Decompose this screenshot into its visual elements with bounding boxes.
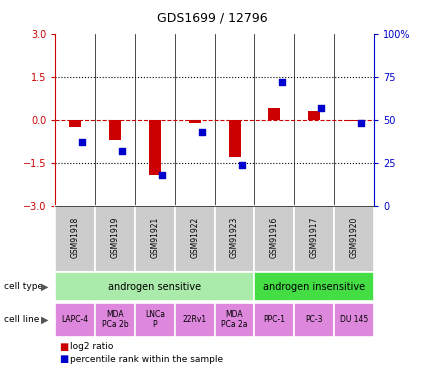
Bar [294, 303, 334, 337]
Text: PPC-1: PPC-1 [264, 315, 286, 324]
Bar [135, 303, 175, 337]
Point [358, 120, 365, 126]
Text: GSM91917: GSM91917 [310, 217, 319, 258]
Text: androgen insensitive: androgen insensitive [263, 282, 366, 292]
Bar [255, 206, 294, 272]
Text: 22Rv1: 22Rv1 [183, 315, 207, 324]
Bar [229, 120, 241, 158]
Text: LAPC-4: LAPC-4 [62, 315, 89, 324]
Bar [255, 303, 294, 337]
Bar [149, 120, 161, 175]
Text: ■: ■ [60, 354, 69, 364]
Bar [348, 120, 360, 122]
Bar [175, 303, 215, 337]
Text: LNCa
P: LNCa P [145, 310, 165, 329]
Bar [215, 206, 255, 272]
Point [278, 79, 285, 85]
Text: GSM91920: GSM91920 [350, 217, 359, 258]
Point [318, 105, 325, 111]
Text: GSM91921: GSM91921 [150, 217, 159, 258]
Bar [294, 206, 334, 272]
Bar [95, 303, 135, 337]
Text: ■: ■ [60, 342, 69, 352]
Text: GSM91922: GSM91922 [190, 217, 199, 258]
Text: MDA
PCa 2b: MDA PCa 2b [102, 310, 128, 329]
Bar [135, 206, 175, 272]
Text: log2 ratio: log2 ratio [70, 342, 113, 351]
Point [238, 162, 245, 168]
Bar [55, 206, 95, 272]
Text: cell type: cell type [4, 282, 43, 291]
Text: GSM91919: GSM91919 [110, 217, 119, 258]
Bar [109, 120, 121, 140]
Bar [55, 273, 255, 301]
Bar [175, 206, 215, 272]
Text: PC-3: PC-3 [306, 315, 323, 324]
Text: GSM91916: GSM91916 [270, 217, 279, 258]
Bar [69, 120, 81, 127]
Text: MDA
PCa 2a: MDA PCa 2a [221, 310, 248, 329]
Text: GSM91918: GSM91918 [71, 217, 79, 258]
Text: GSM91923: GSM91923 [230, 217, 239, 258]
Bar [189, 120, 201, 123]
Text: percentile rank within the sample: percentile rank within the sample [70, 355, 223, 364]
Point [119, 148, 125, 154]
Text: ▶: ▶ [41, 315, 48, 325]
Text: GDS1699 / 12796: GDS1699 / 12796 [157, 11, 268, 24]
Bar [215, 303, 255, 337]
Bar [308, 111, 320, 120]
Text: androgen sensitive: androgen sensitive [108, 282, 201, 292]
Bar [269, 108, 281, 120]
Bar [334, 303, 374, 337]
Text: cell line: cell line [4, 315, 40, 324]
Bar [255, 273, 374, 301]
Bar [55, 303, 95, 337]
Text: DU 145: DU 145 [340, 315, 368, 324]
Bar [334, 206, 374, 272]
Bar [95, 206, 135, 272]
Point [159, 172, 165, 178]
Point [79, 140, 86, 146]
Text: ▶: ▶ [41, 282, 48, 292]
Point [198, 129, 205, 135]
